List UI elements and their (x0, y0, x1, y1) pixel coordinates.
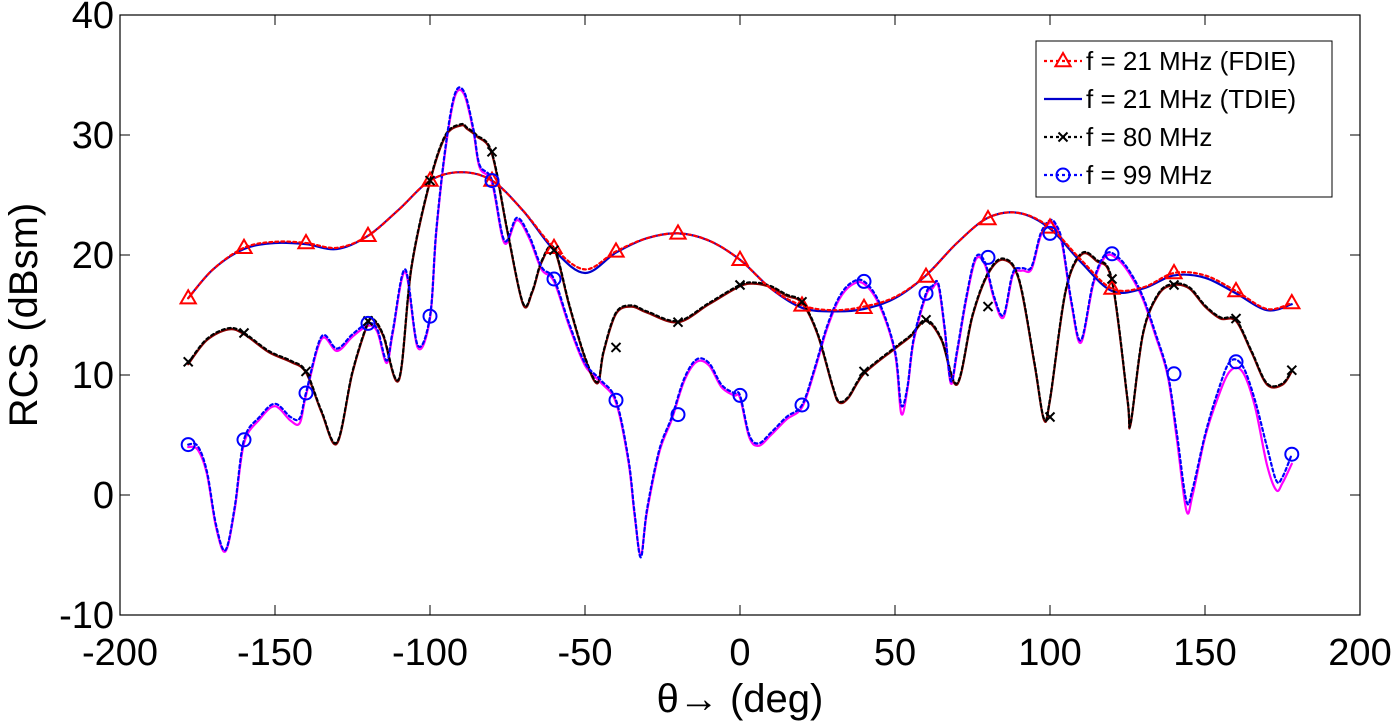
x-tick-label: -100 (392, 632, 468, 674)
series-0-marker (1282, 292, 1302, 310)
y-tick-label: 10 (72, 355, 114, 397)
plot-layer (178, 86, 1302, 559)
series-3-marker (980, 249, 996, 265)
x-axis-title: θ→ (deg) (657, 677, 824, 721)
series-0-marker (178, 288, 198, 305)
series-2-marker (1044, 411, 1056, 423)
x-tick-label: -150 (237, 632, 313, 674)
legend-label-3: f = 99 MHz (1086, 160, 1212, 190)
series-3-marker (856, 273, 872, 289)
series-2-marker (182, 356, 194, 368)
series-2-marker (858, 366, 870, 377)
legend-label-2: f = 80 MHz (1086, 122, 1212, 152)
legend-marker-2 (1057, 131, 1069, 143)
x-tick-label: 200 (1328, 632, 1391, 674)
series-2-marker (672, 316, 684, 328)
series-line-0 (187, 171, 1293, 312)
series-2-marker (548, 244, 560, 256)
x-tick-label: 0 (729, 632, 750, 674)
y-tick-label: 0 (93, 475, 114, 517)
series-0-marker (1102, 278, 1122, 295)
series-2-marker (300, 366, 312, 377)
series-2-marker (796, 296, 808, 308)
y-tick-label: 40 (72, 0, 114, 37)
series-0-marker (668, 223, 688, 240)
series-2-marker (982, 301, 994, 312)
series-2-marker (424, 175, 436, 186)
series-3-marker (484, 173, 500, 189)
x-tick-label: 50 (874, 632, 916, 674)
series-2-marker (920, 314, 932, 326)
series-0-marker (1164, 262, 1184, 280)
legend-items: f = 21 MHz (FDIE) f = 21 MHz (TDIE) f = 80… (1044, 46, 1296, 190)
x-tick-label: -50 (558, 632, 613, 674)
series-3-marker (1042, 225, 1058, 241)
series-3-marker (794, 397, 810, 413)
x-tick-label: 150 (1173, 632, 1236, 674)
series-3-marker (1284, 446, 1300, 462)
series-0-marker (792, 295, 812, 312)
series-2-marker (1286, 364, 1298, 376)
legend-label-1: f = 21 MHz (TDIE) (1086, 84, 1296, 114)
series-0-marker (296, 232, 316, 250)
series-3-marker (918, 285, 934, 301)
series-3-marker (732, 387, 748, 403)
y-tick-label: 20 (72, 235, 114, 277)
y-tick-label: 30 (72, 115, 114, 157)
series-3-marker (670, 407, 686, 423)
legend-box (1035, 40, 1333, 198)
y-tick-label: -10 (59, 595, 114, 637)
series-0-marker (916, 266, 936, 283)
series-2-marker (734, 279, 746, 291)
series-0-marker (606, 241, 626, 258)
series-2-marker (1168, 279, 1180, 291)
series-0-marker (854, 297, 874, 314)
legend: f = 21 MHz (FDIE) f = 21 MHz (TDIE) f = 80… (1035, 40, 1333, 198)
series-3-marker (180, 437, 196, 453)
series-0-marker (358, 225, 378, 242)
series-0-marker (420, 170, 440, 187)
series-2-marker (1230, 313, 1242, 324)
series-2-marker (486, 146, 498, 158)
y-axis-title: RCS (dBsm) (2, 203, 46, 427)
x-tick-label: 100 (1018, 632, 1081, 674)
series-0-marker (730, 249, 750, 266)
series-2-marker (1106, 273, 1118, 285)
series-3-marker (422, 308, 438, 324)
series-2-marker (238, 327, 250, 339)
series-3-marker (298, 385, 314, 401)
legend-marker-0 (1053, 50, 1073, 68)
series-3-marker (360, 315, 376, 331)
series-3-marker (1104, 246, 1120, 262)
series-0-marker (1040, 217, 1060, 234)
series-line-3 (187, 86, 1293, 559)
x-tick-label: -200 (82, 632, 158, 674)
legend-marker-3 (1055, 167, 1071, 183)
legend-label-0: f = 21 MHz (FDIE) (1086, 46, 1296, 76)
series-0-marker (234, 237, 254, 254)
series-0-marker (1226, 280, 1246, 298)
series-3-marker (546, 271, 562, 287)
series-3-marker (236, 432, 252, 448)
series-0-marker (978, 208, 998, 226)
series-3-marker (1166, 366, 1182, 382)
series-0-marker (482, 170, 502, 187)
series-3-marker (1228, 354, 1244, 370)
series-3-marker (608, 392, 624, 408)
series-2-marker (610, 342, 622, 353)
